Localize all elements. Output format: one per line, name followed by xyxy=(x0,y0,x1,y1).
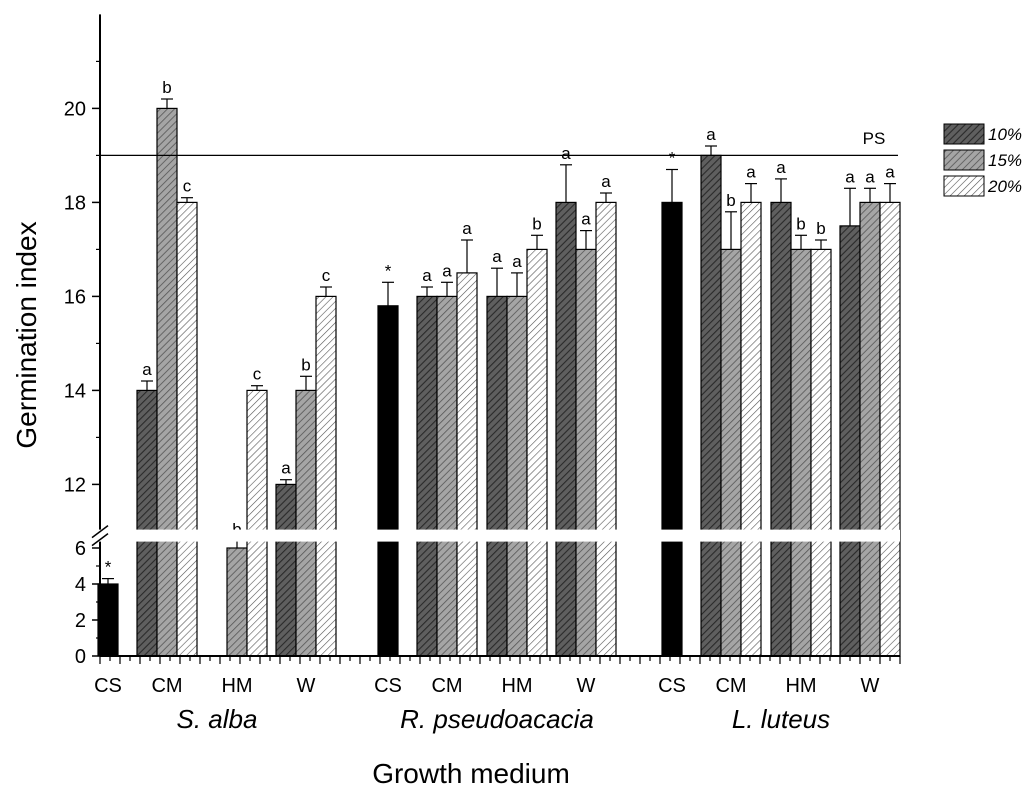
bar xyxy=(595,201,617,657)
significance-mark: b xyxy=(301,355,310,374)
category-label: HM xyxy=(785,675,816,697)
axis-break-mark xyxy=(91,532,109,547)
category-label: CM xyxy=(715,675,746,697)
significance-mark: b xyxy=(726,191,735,210)
category-label: W xyxy=(577,675,596,697)
bar xyxy=(275,483,297,657)
significance-mark: b xyxy=(532,214,541,233)
category-label: W xyxy=(297,675,316,697)
bar xyxy=(506,295,528,657)
legend-swatch xyxy=(943,175,985,197)
x-axis-label: Growth medium xyxy=(372,758,570,789)
legend-label: 15% xyxy=(988,151,1022,170)
bar xyxy=(416,295,438,657)
bar xyxy=(246,389,268,657)
chart-labels: Germination index Growth medium PS xyxy=(11,129,885,789)
bar xyxy=(526,248,548,657)
significance-mark: c xyxy=(253,365,262,384)
bar xyxy=(740,201,762,657)
legend: 10% 15% 20% xyxy=(943,123,1022,197)
bar xyxy=(859,201,881,657)
y-tick-label: 14 xyxy=(64,380,86,402)
legend-label: 20% xyxy=(987,177,1022,196)
category-label: CS xyxy=(374,675,402,697)
significance-mark: a xyxy=(865,167,875,186)
y-tick-label: 12 xyxy=(64,474,86,496)
axis-break-gap xyxy=(92,529,900,542)
y-tick-label: 20 xyxy=(64,98,86,120)
bar xyxy=(770,201,792,657)
significance-mark: a xyxy=(442,261,452,280)
y-axis-label: Germination index xyxy=(11,221,42,448)
significance-mark: a xyxy=(281,459,291,478)
bar xyxy=(226,547,248,657)
significance-mark: a xyxy=(746,163,756,182)
category-label: HM xyxy=(501,675,532,697)
significance-mark: a xyxy=(142,360,152,379)
significance-mark: a xyxy=(492,247,502,266)
bar xyxy=(436,295,458,657)
category-label: CM xyxy=(151,675,182,697)
axis-break-mark xyxy=(91,524,109,539)
bar xyxy=(661,201,683,657)
significance-mark: a xyxy=(776,158,786,177)
legend-swatch xyxy=(943,123,985,145)
y-tick-label: 2 xyxy=(75,610,86,632)
group-label: L. luteus xyxy=(732,704,830,734)
bar xyxy=(377,305,399,657)
significance-mark: b xyxy=(796,214,805,233)
significance-mark: b xyxy=(162,78,171,97)
bar xyxy=(176,201,198,657)
significance-mark: * xyxy=(105,558,112,577)
category-label: CM xyxy=(431,675,462,697)
significance-mark: a xyxy=(706,125,716,144)
y-tick-label: 0 xyxy=(75,646,86,668)
bar xyxy=(790,248,812,657)
significance-mark: a xyxy=(462,219,472,238)
reference-line-label: PS xyxy=(863,129,886,148)
bar xyxy=(700,154,722,657)
group-label: R. pseudoacacia xyxy=(400,704,594,734)
y-tick-label: 16 xyxy=(64,286,86,308)
significance-mark: a xyxy=(561,144,571,163)
significance-mark: * xyxy=(385,261,392,280)
significance-mark: a xyxy=(601,172,611,191)
category-label: W xyxy=(861,675,880,697)
significance-mark: * xyxy=(669,149,676,168)
significance-mark: a xyxy=(885,163,895,182)
y-tick-label: 6 xyxy=(75,538,86,560)
group-label: S. alba xyxy=(177,704,258,734)
bar xyxy=(486,295,508,657)
bar xyxy=(575,248,597,657)
bar xyxy=(720,248,742,657)
significance-mark: a xyxy=(422,266,432,285)
bar xyxy=(315,295,337,657)
significance-mark: c xyxy=(322,266,331,285)
category-label: CS xyxy=(94,675,122,697)
bar xyxy=(810,248,832,657)
bar xyxy=(456,272,478,657)
significance-mark: a xyxy=(581,210,591,229)
bar xyxy=(839,225,861,657)
bar xyxy=(136,389,158,657)
significance-mark: c xyxy=(183,177,192,196)
significance-mark: a xyxy=(845,167,855,186)
bar xyxy=(879,201,901,657)
bar xyxy=(156,107,178,657)
y-tick-label: 4 xyxy=(75,574,86,596)
y-tick-label: 18 xyxy=(64,192,86,214)
significance-mark: b xyxy=(816,219,825,238)
category-label: CS xyxy=(658,675,686,697)
significance-mark: b xyxy=(232,520,241,539)
legend-label: 10% xyxy=(988,125,1022,144)
legend-swatch xyxy=(943,149,985,171)
bar xyxy=(295,389,317,657)
bar xyxy=(555,201,577,657)
category-label: HM xyxy=(221,675,252,697)
significance-mark: a xyxy=(512,252,522,271)
